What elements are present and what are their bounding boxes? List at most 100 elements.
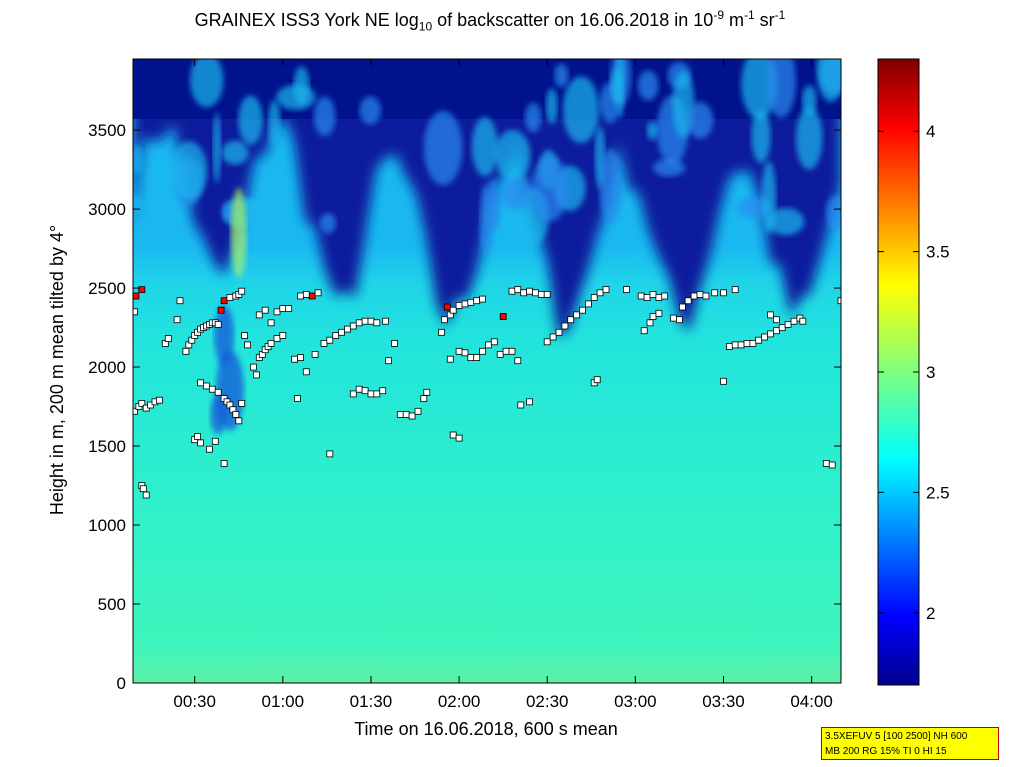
- layer-marker: [379, 387, 387, 395]
- heatmap-texture: [133, 59, 841, 435]
- heatmap-patch: [761, 161, 777, 234]
- layer-marker: [514, 286, 522, 294]
- layer-marker: [244, 341, 252, 349]
- layer-marker: [291, 355, 299, 363]
- layer-marker: [467, 354, 475, 362]
- layer-marker: [238, 287, 246, 295]
- heatmap-patch: [766, 59, 796, 118]
- layer-marker: [711, 289, 719, 297]
- layer-marker: [314, 289, 322, 297]
- colorbar-ticks: 2 2.5 3 3.5 4: [878, 122, 950, 623]
- layer-marker: [155, 396, 163, 404]
- y-tick-label: 1500: [88, 437, 126, 456]
- layer-marker: [799, 317, 807, 325]
- layer-marker: [623, 286, 630, 294]
- heatmap-patch: [230, 187, 247, 278]
- heatmap-patch: [276, 84, 316, 110]
- layer-marker: [338, 328, 346, 336]
- layer-marker: [479, 295, 487, 303]
- layer-marker: [461, 300, 469, 308]
- layer-marker: [440, 316, 448, 324]
- layer-marker: [661, 292, 669, 300]
- heatmap-patch: [554, 63, 569, 88]
- layer-marker: [320, 339, 328, 347]
- layer-marker: [579, 306, 586, 314]
- layer-marker: [249, 363, 257, 371]
- layer-marker: [749, 339, 757, 347]
- layer-marker: [252, 371, 260, 379]
- layer-marker: [455, 434, 463, 442]
- layer-marker: [211, 437, 219, 445]
- layer-marker: [646, 319, 654, 327]
- layer-marker: [696, 290, 704, 298]
- layer-marker: [220, 459, 228, 467]
- heatmap-patch: [471, 117, 498, 177]
- layer-marker: [543, 290, 551, 298]
- layer-marker: [182, 347, 190, 355]
- layer-marker: [643, 294, 651, 301]
- y-axis: 0 500 1000 1500 2000 2500 3000 3500: [88, 121, 841, 693]
- layer-marker: [520, 289, 528, 297]
- heatmap-patch: [423, 110, 463, 186]
- layer-marker: [373, 319, 381, 327]
- layer-marker: [561, 322, 569, 330]
- heatmap-patch: [238, 95, 263, 145]
- layer-marker: [349, 390, 357, 398]
- layer-marker: [676, 316, 683, 324]
- layer-marker: [235, 417, 243, 425]
- heatmap-patch: [485, 179, 501, 232]
- layer-marker: [202, 382, 210, 390]
- layer-marker: [784, 320, 792, 328]
- layer-marker: [420, 395, 428, 403]
- layer-marker: [473, 297, 481, 305]
- layer-marker: [731, 341, 739, 349]
- layer-marker: [837, 297, 841, 305]
- layer-marker: [640, 327, 648, 335]
- layer-marker: [543, 338, 551, 346]
- layer-marker: [279, 332, 287, 339]
- layer-marker: [332, 332, 340, 339]
- heatmap-patch: [610, 69, 623, 104]
- layer-marker: [205, 445, 213, 453]
- layer-marker: [455, 301, 463, 309]
- layer-marker: [302, 368, 310, 376]
- layer-marker: [508, 347, 516, 355]
- x-tick-label: 02:30: [526, 692, 569, 711]
- settings-line-2: MB 200 RG 15% TI 0 HI 15: [825, 746, 947, 757]
- layer-marker: [355, 319, 363, 327]
- layer-marker: [655, 309, 663, 317]
- layer-marker: [408, 412, 416, 420]
- layer-marker: [402, 410, 410, 418]
- layer-marker: [828, 461, 836, 469]
- layer-marker: [142, 491, 150, 499]
- layer-marker: [255, 311, 263, 319]
- layer-marker: [423, 388, 431, 396]
- layer-marker: [461, 349, 469, 357]
- layer-marker: [197, 379, 205, 387]
- layer-marker: [214, 388, 222, 396]
- colorbar-tick-label: 4: [926, 122, 935, 141]
- layer-marker: [138, 286, 146, 294]
- layer-marker: [267, 339, 275, 347]
- x-tick-label: 01:00: [262, 692, 305, 711]
- layer-marker: [302, 290, 310, 298]
- layer-marker: [294, 395, 301, 403]
- x-tick-label: 04:00: [790, 692, 833, 711]
- heatmap-patch: [133, 144, 143, 175]
- layer-marker: [220, 297, 228, 305]
- layer-marker: [679, 303, 686, 311]
- layer-marker: [391, 339, 398, 347]
- y-tick-label: 1000: [88, 516, 126, 535]
- y-tick-label: 3500: [88, 121, 126, 140]
- layer-marker: [467, 298, 475, 306]
- heatmap-patch: [189, 59, 224, 108]
- layer-marker: [197, 439, 205, 447]
- layer-marker: [367, 317, 375, 325]
- heatmap-patch: [214, 305, 235, 366]
- layer-marker: [670, 314, 677, 322]
- layer-marker: [297, 354, 304, 362]
- layer-marker: [737, 341, 745, 349]
- colorbar-gradient: [877, 58, 920, 686]
- layer-marker: [596, 289, 604, 297]
- colorbar-tick-label: 3: [926, 363, 935, 382]
